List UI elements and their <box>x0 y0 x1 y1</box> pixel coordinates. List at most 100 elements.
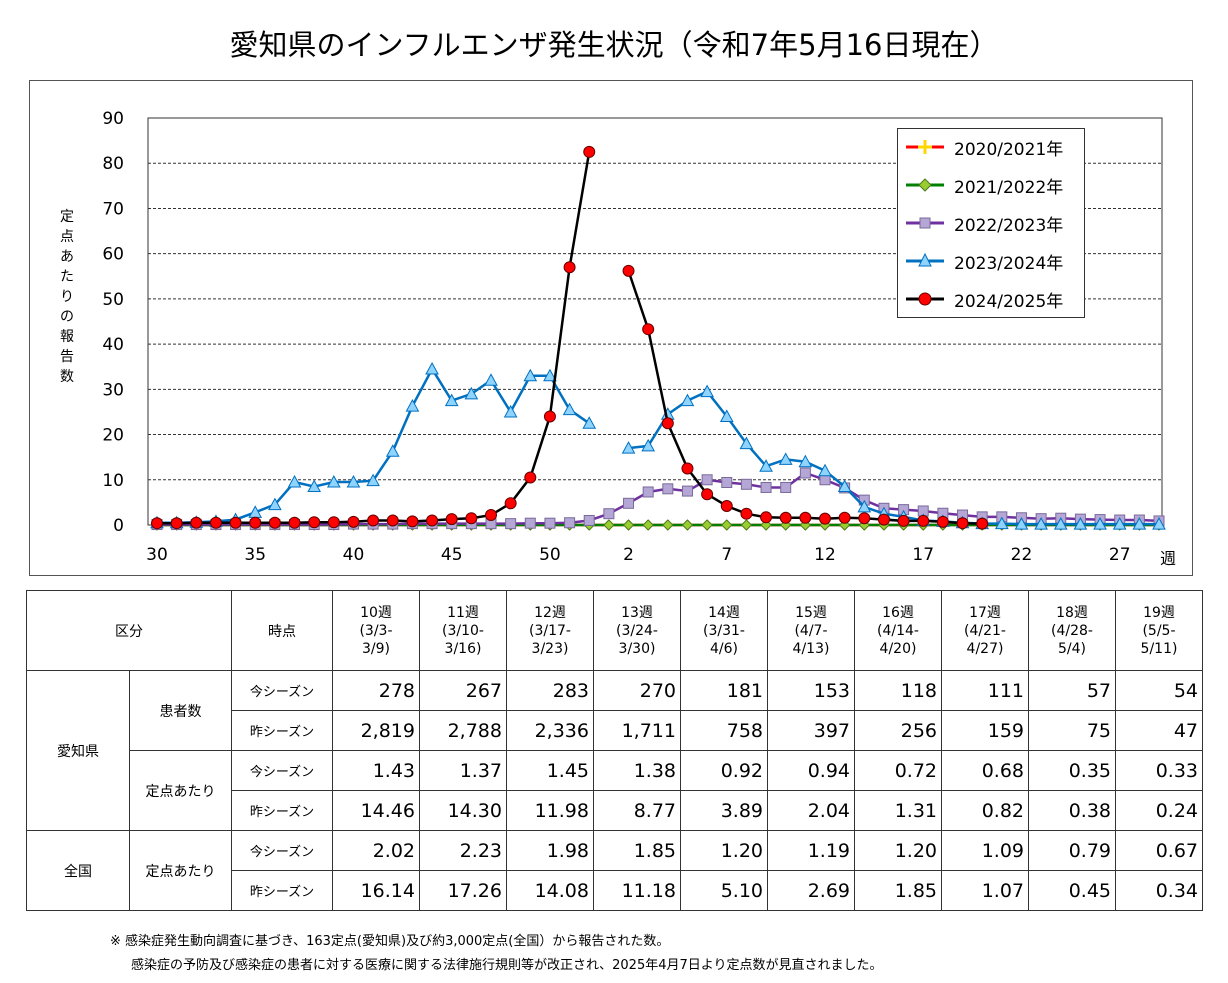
value-cell: 2,788 <box>419 710 507 751</box>
data-point <box>838 511 851 524</box>
x-tick-label: 40 <box>343 545 365 565</box>
x-tick-label: 7 <box>721 545 732 565</box>
data-point <box>170 517 183 530</box>
data-point <box>740 507 753 520</box>
data-point <box>700 384 714 398</box>
header-week: 15週 (4/7- 4/13) <box>767 590 855 671</box>
data-point <box>1053 517 1068 530</box>
x-tick-label: 50 <box>539 545 561 565</box>
y-tick-label: 10 <box>102 471 124 491</box>
data-point <box>778 452 793 465</box>
data-point <box>209 516 222 529</box>
value-cell: 0.92 <box>680 750 768 791</box>
region-cell: 全国 <box>26 830 130 911</box>
data-point <box>680 393 695 407</box>
value-cell: 1.98 <box>506 830 594 871</box>
y-tick-label: 30 <box>102 380 124 400</box>
data-point <box>268 497 282 511</box>
value-cell: 17.26 <box>419 870 507 911</box>
y-axis-label-char: り <box>60 289 74 305</box>
season-cell: 昨シーズン <box>231 790 333 831</box>
value-cell: 75 <box>1028 710 1116 751</box>
table-body: 愛知県 患者数 今シーズン 278 267 283 270 181 153 118 111 57 54 昨… <box>26 670 1203 911</box>
season-cell: 今シーズン <box>231 670 333 711</box>
value-cell: 1,711 <box>593 710 681 751</box>
value-cell: 1.09 <box>941 830 1029 871</box>
value-cell: 256 <box>854 710 942 751</box>
page-title: 愛知県のインフルエンザ発生状況（令和7年5月16日現在） <box>229 28 999 62</box>
data-point <box>326 474 341 488</box>
y-tick-label: 80 <box>102 154 124 174</box>
data-point <box>779 511 792 524</box>
data-point <box>1014 517 1029 530</box>
data-point <box>444 393 459 407</box>
data-point <box>642 519 654 531</box>
y-axis-label-char: 定 <box>60 209 74 225</box>
y-tick-label: 70 <box>102 199 124 219</box>
data-point <box>837 479 852 493</box>
header-week: 19週 (5/5- 5/11) <box>1115 590 1203 671</box>
data-point <box>425 361 439 375</box>
y-axis-label-char: た <box>60 269 74 285</box>
data-point <box>857 499 872 513</box>
season-cell: 今シーズン <box>231 830 333 871</box>
y-axis-label-char: 報 <box>60 329 74 345</box>
table-row: 昨シーズン 14.46 14.30 11.98 8.77 3.89 2.04 1.31 0.82… <box>27 790 1203 831</box>
value-cell: 1.31 <box>854 790 942 831</box>
data-point <box>406 515 419 528</box>
value-cell: 1.20 <box>854 830 942 871</box>
season-cell: 昨シーズン <box>231 710 333 751</box>
value-cell: 111 <box>941 670 1029 711</box>
data-point <box>740 478 752 490</box>
value-cell: 0.34 <box>1115 870 1203 911</box>
value-cell: 0.35 <box>1028 750 1116 791</box>
x-tick-label: 45 <box>441 545 463 565</box>
value-cell: 2.69 <box>767 870 855 911</box>
data-point <box>662 519 674 531</box>
data-point <box>385 444 400 457</box>
header-week: 11週 (3/10- 3/16) <box>419 590 507 671</box>
value-cell: 0.94 <box>767 750 855 791</box>
value-cell: 2,819 <box>332 710 420 751</box>
data-point <box>544 517 556 529</box>
data-point <box>662 483 674 495</box>
legend-item: 2024/2025年 <box>904 287 1063 312</box>
data-point <box>405 399 420 412</box>
data-point <box>151 517 163 530</box>
data-point <box>603 508 615 520</box>
y-tick-label: 0 <box>113 516 124 536</box>
data-point <box>799 467 811 479</box>
value-cell: 47 <box>1115 710 1203 751</box>
data-point <box>622 519 635 531</box>
legend-item: 2022/2023年 <box>904 211 1063 236</box>
data-point <box>386 514 399 527</box>
data-point <box>229 516 242 529</box>
data-point <box>564 517 576 529</box>
y-tick-label: 60 <box>102 245 124 265</box>
value-cell: 181 <box>680 670 768 711</box>
x-tick-label: 2 <box>623 545 634 565</box>
table-header-row: 区分 時点 10週 (3/3- 3/9) 11週 (3/10- 3/16) 12週 (3/… <box>26 590 1203 671</box>
y-axis-label-char: の <box>60 309 74 325</box>
data-point <box>877 513 890 526</box>
data-point <box>721 519 733 531</box>
data-point <box>720 500 733 513</box>
header-week: 12週 (3/17- 3/23) <box>506 590 594 671</box>
footnote: ※ 感染症発生動向調査に基づき、163定点(愛知県)及び約3,000定点(全国）… <box>110 934 670 949</box>
data-point <box>819 474 831 486</box>
value-cell: 0.33 <box>1115 750 1203 791</box>
value-cell: 11.18 <box>593 870 681 911</box>
series-line <box>157 471 1160 526</box>
value-cell: 57 <box>1028 670 1116 711</box>
value-cell: 153 <box>767 670 855 711</box>
value-cell: 11.98 <box>506 790 594 831</box>
header-week: 16週 (4/14- 4/20) <box>854 590 942 671</box>
data-point <box>701 519 713 531</box>
legend-line-icon <box>906 140 944 154</box>
data-point <box>445 513 458 526</box>
season-cell: 昨シーズン <box>231 870 333 911</box>
data-point <box>1093 517 1107 530</box>
data-point <box>818 463 832 477</box>
data-point <box>681 462 694 475</box>
value-cell: 0.38 <box>1028 790 1116 831</box>
